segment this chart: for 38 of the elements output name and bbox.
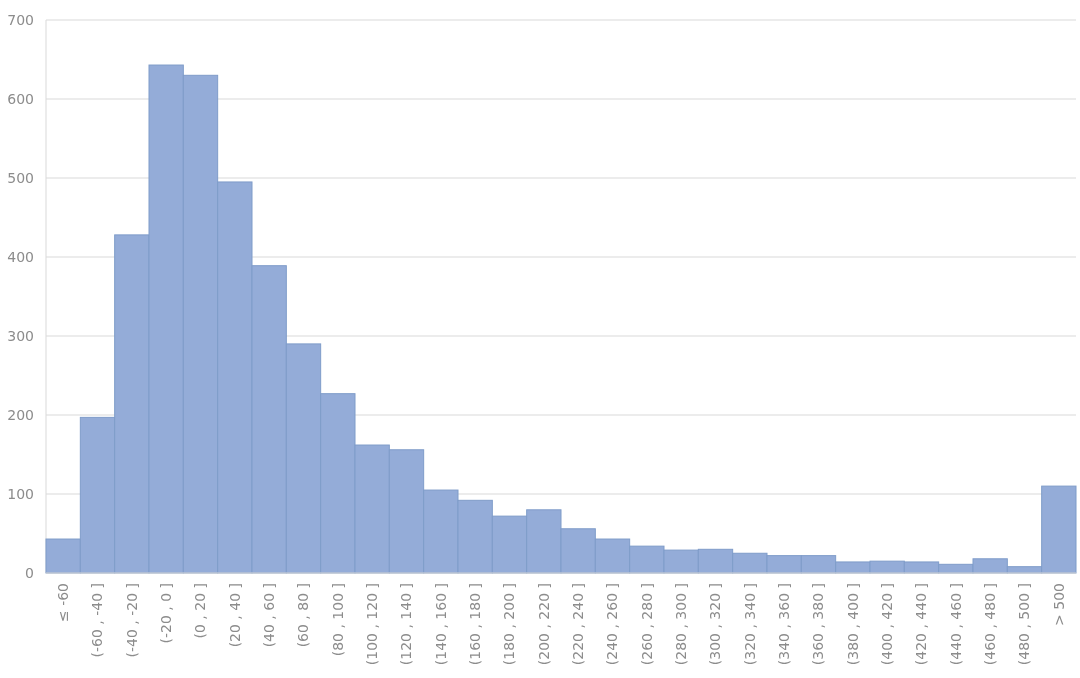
x-tick-label: (260 , 280 ] xyxy=(638,583,655,666)
x-tick-label: (480 , 500 ] xyxy=(1016,583,1033,666)
x-tick-label: (240 , 260 ] xyxy=(604,583,621,666)
x-tick-label: ≤ -60 xyxy=(55,583,72,623)
y-tick-label: 500 xyxy=(7,169,34,186)
x-tick-label: (40 , 60 ] xyxy=(261,583,278,648)
x-tick-label: (380 , 400 ] xyxy=(844,583,861,666)
x-tick-label: (60 , 80 ] xyxy=(295,583,312,648)
y-tick-label: 400 xyxy=(7,248,34,265)
x-tick-label: (340 , 360 ] xyxy=(776,583,793,666)
x-tick-label: (140 , 160 ] xyxy=(432,583,449,666)
y-tick-label: 300 xyxy=(7,327,34,344)
x-tick-label: (440 , 460 ] xyxy=(947,583,964,666)
x-tick-label: (400 , 420 ] xyxy=(879,583,896,666)
x-tick-label: (0 , 20 ] xyxy=(192,583,209,639)
x-tick-label: (280 , 300 ] xyxy=(673,583,690,666)
x-tick-label: (320 , 340 ] xyxy=(741,583,758,666)
x-tick-label: (160 , 180 ] xyxy=(467,583,484,666)
y-tick-label: 200 xyxy=(7,406,34,423)
x-tick-label: (180 , 200 ] xyxy=(501,583,518,666)
x-tick-label: (460 , 480 ] xyxy=(982,583,999,666)
y-tick-label: 700 xyxy=(7,11,34,28)
x-tick-label: (100 , 120 ] xyxy=(364,583,381,666)
x-tick-label: (-40 , -20 ] xyxy=(123,583,140,658)
x-tick-label: (360 , 380 ] xyxy=(810,583,827,666)
x-tick-label: (-20 , 0 ] xyxy=(158,583,175,644)
y-tick-label: 0 xyxy=(25,564,34,581)
x-tick-label: (300 , 320 ] xyxy=(707,583,724,666)
x-tick-label: > 500 xyxy=(1050,583,1067,626)
x-tick-label: (-60 , -40 ] xyxy=(89,583,106,658)
x-tick-label: (20 , 40 ] xyxy=(226,583,243,648)
x-tick-label: (80 , 100 ] xyxy=(329,583,346,657)
x-tick-label: (200 , 220 ] xyxy=(535,583,552,666)
x-tick-label: (220 , 240 ] xyxy=(570,583,587,666)
y-tick-label: 100 xyxy=(7,485,34,502)
x-tick-label: (120 , 140 ] xyxy=(398,583,415,666)
y-tick-label: 600 xyxy=(7,90,34,107)
x-tick-label: (420 , 440 ] xyxy=(913,583,930,666)
